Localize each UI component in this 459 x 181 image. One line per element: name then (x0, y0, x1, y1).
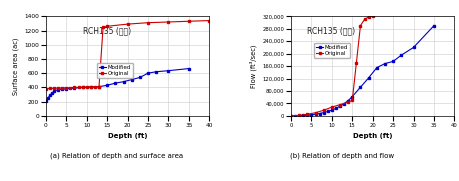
Original (88, 86, 94, 88)
Modified (63, 88, 69, 90)
Text: (b) Relation of depth and flow: (b) Relation of depth and flow (290, 152, 394, 159)
Modified (358, 86, 363, 88)
Modified (321, 111, 326, 114)
Original (47, 87, 53, 90)
Original (51, 87, 57, 89)
Original (207, 20, 212, 22)
Modified (309, 114, 314, 116)
Original (76, 86, 81, 88)
Modified (49, 92, 55, 94)
Original (56, 87, 61, 89)
Modified (341, 103, 347, 105)
Original (313, 112, 318, 114)
Modified (317, 112, 322, 115)
Original (337, 104, 343, 106)
Modified (96, 86, 102, 88)
Original (350, 99, 355, 101)
Modified (292, 115, 298, 117)
Modified (166, 70, 171, 72)
Original (80, 86, 85, 88)
Line: Modified: Modified (290, 24, 436, 117)
Original (366, 16, 371, 18)
Modified (43, 100, 49, 102)
Y-axis label: Flow (ft³/sec): Flow (ft³/sec) (249, 44, 257, 88)
Original (125, 23, 130, 25)
Modified (391, 60, 396, 62)
Original (96, 86, 102, 88)
Modified (382, 62, 388, 65)
Modified (366, 77, 371, 79)
Original (105, 25, 110, 27)
Line: Original: Original (45, 19, 211, 90)
Modified (346, 100, 351, 102)
Modified (297, 115, 302, 117)
Modified (72, 87, 77, 89)
Modified (146, 72, 151, 74)
Modified (80, 86, 85, 89)
Modified (333, 107, 339, 110)
Text: (a) Relation of depth and surface area: (a) Relation of depth and surface area (50, 152, 184, 159)
Modified (105, 84, 110, 86)
Text: RCH135 (하류): RCH135 (하류) (308, 26, 355, 35)
Modified (60, 88, 65, 90)
Original (346, 101, 351, 103)
Original (146, 22, 151, 24)
Modified (45, 97, 50, 99)
Modified (288, 115, 294, 117)
Original (358, 25, 363, 27)
Original (297, 114, 302, 116)
Modified (305, 114, 310, 116)
Modified (186, 68, 192, 70)
Modified (137, 76, 143, 79)
Original (362, 18, 367, 20)
Modified (350, 95, 355, 98)
Original (370, 15, 375, 17)
Original (166, 21, 171, 23)
Modified (88, 86, 94, 88)
X-axis label: Depth (ft): Depth (ft) (353, 133, 392, 139)
Modified (313, 113, 318, 115)
Modified (301, 114, 306, 117)
Modified (129, 79, 134, 81)
Original (72, 86, 77, 89)
Line: Modified: Modified (45, 67, 190, 102)
Modified (112, 82, 118, 84)
Modified (121, 81, 126, 83)
Original (63, 87, 69, 89)
Modified (329, 109, 335, 111)
Modified (398, 54, 404, 56)
Original (92, 86, 98, 88)
Legend: Modified, Original: Modified, Original (314, 43, 350, 58)
Modified (431, 25, 437, 27)
Original (329, 106, 335, 108)
Original (67, 87, 73, 89)
Original (305, 113, 310, 115)
Original (60, 87, 65, 89)
Modified (56, 89, 61, 91)
Legend: Modified, Original: Modified, Original (97, 63, 133, 78)
Original (353, 62, 359, 64)
Line: Original: Original (290, 15, 374, 117)
Modified (374, 67, 380, 69)
Modified (337, 105, 343, 107)
Modified (411, 46, 416, 49)
X-axis label: Depth (ft): Depth (ft) (108, 133, 147, 139)
Text: RCH135 (하류): RCH135 (하류) (84, 26, 132, 35)
Original (321, 109, 326, 111)
Original (101, 26, 106, 28)
Original (186, 20, 192, 22)
Original (288, 115, 294, 117)
Modified (47, 94, 53, 96)
Original (84, 86, 90, 88)
Original (43, 88, 49, 90)
Modified (51, 90, 57, 92)
Y-axis label: Surface area (ac): Surface area (ac) (12, 37, 18, 95)
Modified (325, 110, 330, 113)
Modified (153, 71, 159, 73)
